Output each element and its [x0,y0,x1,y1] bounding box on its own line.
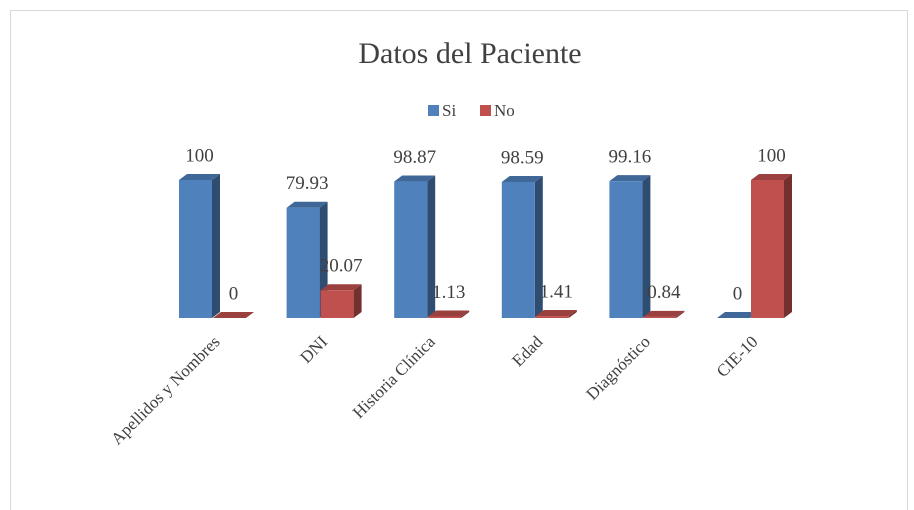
bar-top [751,174,792,180]
bar-front [179,180,212,318]
bar [535,310,577,318]
bar-top [535,310,577,317]
legend-label: No [494,101,515,120]
bar [751,174,792,318]
x-tick-label: Edad [508,332,546,370]
value-label: 20.07 [320,256,363,277]
bar-front [751,180,784,318]
bar-side [568,310,577,318]
bar [394,175,436,318]
value-label: 0 [733,283,743,304]
bar-top [609,175,651,182]
value-label: 1.13 [432,282,465,303]
bar [428,310,470,318]
bar-front [535,316,569,318]
value-label: 99.16 [609,147,652,168]
x-tick-label: Apellidos y Nombres [107,332,223,448]
bar-top [501,175,543,182]
chart-title: Datos del Paciente [358,37,581,70]
bar-front [609,181,643,318]
bar-side [784,174,792,318]
value-label: 100 [757,145,786,166]
bar-side [212,174,220,318]
bar [320,284,362,318]
bar [501,175,543,318]
bar-top [717,312,758,318]
bar-front [320,290,354,318]
legend-swatch [480,105,491,116]
bar-side [461,310,470,318]
x-tick-label: Historia Clínica [349,332,439,422]
bar-side [534,175,543,318]
x-tick-label: Diagnóstico [582,332,654,404]
legend-label: Si [442,101,456,120]
value-label: 79.93 [286,173,329,194]
chart-frame [10,10,908,510]
value-label: 0 [229,283,239,304]
bar-front [501,181,535,318]
bar [609,175,651,318]
bar [717,312,758,318]
bar [643,310,685,318]
value-label: 100 [185,145,214,166]
bar-front [428,316,462,318]
value-label: 98.87 [393,147,436,168]
bar-side [676,310,685,318]
value-label: 0.84 [647,282,681,303]
bar-side [427,175,436,318]
legend-swatch [428,105,439,116]
bar-front [286,207,320,318]
bar-side [353,284,362,318]
bar-top [643,310,685,317]
bar-top [428,310,470,317]
bar-top [394,175,436,182]
value-label: 1.41 [540,281,573,302]
x-tick-label: CIE-10 [713,332,762,381]
bar-top [179,174,220,180]
bar-front [394,181,428,318]
bar-front [643,316,677,318]
bar-top [286,201,328,208]
bar [213,312,254,318]
value-label: 98.59 [501,147,544,168]
bar-side [642,175,651,318]
bar-top [213,312,254,318]
bar [179,174,220,318]
bar-top [320,284,362,291]
x-tick-label: DNI [296,332,331,367]
